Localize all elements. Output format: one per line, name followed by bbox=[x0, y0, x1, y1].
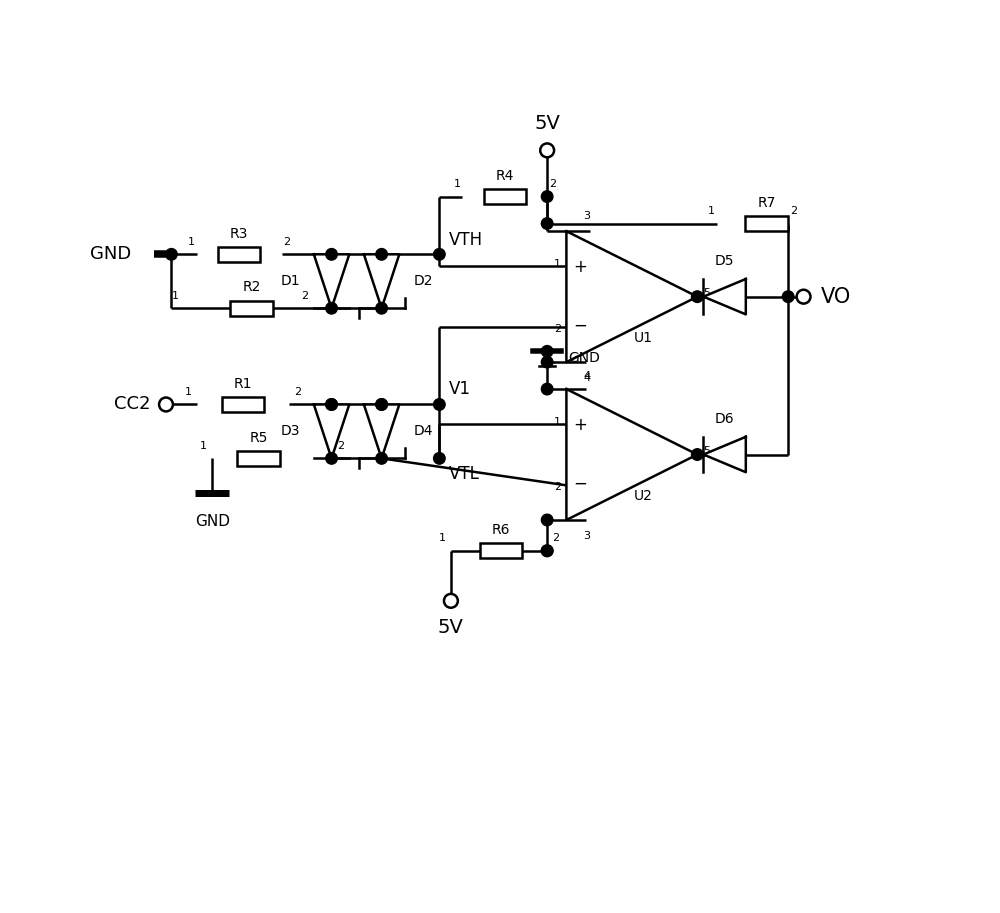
Text: R5: R5 bbox=[249, 431, 268, 445]
Circle shape bbox=[541, 545, 553, 557]
Text: V1: V1 bbox=[449, 381, 471, 398]
Text: −: − bbox=[573, 475, 587, 493]
Text: U2: U2 bbox=[634, 489, 653, 503]
Text: 1: 1 bbox=[454, 179, 461, 189]
Text: 5: 5 bbox=[703, 288, 710, 298]
Bar bbox=[237, 451, 280, 466]
Circle shape bbox=[376, 302, 387, 314]
Text: 1: 1 bbox=[172, 291, 179, 301]
Text: D2: D2 bbox=[413, 274, 433, 289]
Circle shape bbox=[434, 453, 445, 464]
Circle shape bbox=[540, 143, 554, 157]
Circle shape bbox=[541, 217, 553, 229]
Text: R7: R7 bbox=[757, 195, 776, 210]
Circle shape bbox=[326, 399, 337, 410]
Text: D4: D4 bbox=[413, 425, 433, 438]
Text: 2: 2 bbox=[337, 441, 344, 451]
Text: 5: 5 bbox=[703, 446, 710, 456]
Text: CC2: CC2 bbox=[114, 395, 151, 414]
Text: VTL: VTL bbox=[449, 465, 479, 483]
Circle shape bbox=[376, 453, 387, 464]
Text: 1: 1 bbox=[554, 259, 561, 269]
Circle shape bbox=[797, 289, 810, 304]
Text: R4: R4 bbox=[496, 169, 514, 183]
Polygon shape bbox=[566, 389, 697, 520]
Text: D1: D1 bbox=[280, 274, 300, 289]
Text: D5: D5 bbox=[715, 254, 734, 268]
Polygon shape bbox=[314, 255, 349, 309]
Circle shape bbox=[326, 453, 337, 464]
Text: 1: 1 bbox=[439, 533, 446, 543]
Circle shape bbox=[541, 191, 553, 203]
Text: GND: GND bbox=[195, 514, 230, 529]
Polygon shape bbox=[566, 231, 697, 362]
Text: R2: R2 bbox=[242, 280, 261, 294]
Circle shape bbox=[434, 248, 445, 260]
Circle shape bbox=[541, 356, 553, 368]
Circle shape bbox=[376, 399, 387, 410]
Text: VTH: VTH bbox=[449, 231, 483, 249]
Text: 4: 4 bbox=[583, 372, 590, 382]
Text: 2: 2 bbox=[790, 206, 797, 216]
Text: R3: R3 bbox=[230, 226, 248, 240]
Circle shape bbox=[376, 248, 387, 260]
Text: +: + bbox=[573, 416, 587, 434]
Text: R1: R1 bbox=[234, 377, 252, 391]
Circle shape bbox=[326, 399, 337, 410]
Bar bbox=[230, 300, 273, 316]
Circle shape bbox=[541, 545, 553, 557]
Text: 3: 3 bbox=[583, 211, 590, 221]
Text: 2: 2 bbox=[554, 324, 561, 334]
Text: GND: GND bbox=[90, 246, 131, 263]
Circle shape bbox=[166, 248, 177, 260]
Text: 2: 2 bbox=[553, 533, 560, 543]
Circle shape bbox=[434, 399, 445, 410]
Circle shape bbox=[326, 302, 337, 314]
Circle shape bbox=[541, 514, 553, 526]
Text: 3: 3 bbox=[583, 530, 590, 540]
Text: 4: 4 bbox=[583, 373, 590, 383]
Polygon shape bbox=[703, 436, 746, 472]
Text: 2: 2 bbox=[295, 387, 302, 397]
Bar bbox=[222, 397, 264, 412]
Circle shape bbox=[782, 291, 794, 302]
Text: 1: 1 bbox=[200, 441, 207, 451]
Circle shape bbox=[692, 291, 703, 302]
Text: U1: U1 bbox=[634, 331, 653, 345]
Text: GND: GND bbox=[568, 352, 600, 365]
Text: 1: 1 bbox=[188, 237, 195, 247]
Text: D3: D3 bbox=[280, 425, 300, 438]
Text: −: − bbox=[573, 317, 587, 335]
Circle shape bbox=[159, 397, 173, 412]
Text: +: + bbox=[573, 258, 587, 277]
Bar bbox=[484, 189, 526, 205]
Text: 2: 2 bbox=[283, 237, 290, 247]
Text: 5V: 5V bbox=[438, 618, 464, 636]
Polygon shape bbox=[364, 404, 399, 458]
Circle shape bbox=[376, 399, 387, 410]
Text: 1: 1 bbox=[554, 417, 561, 426]
Text: 2: 2 bbox=[554, 482, 561, 492]
Text: D6: D6 bbox=[715, 412, 734, 426]
Circle shape bbox=[444, 593, 458, 608]
Bar bbox=[480, 543, 522, 559]
Polygon shape bbox=[364, 255, 399, 309]
Text: 1: 1 bbox=[708, 206, 715, 216]
Text: 1: 1 bbox=[184, 387, 191, 397]
Circle shape bbox=[692, 449, 703, 460]
Text: 2: 2 bbox=[549, 179, 556, 189]
Text: VO: VO bbox=[821, 287, 851, 307]
Bar bbox=[745, 215, 788, 231]
Text: 2: 2 bbox=[301, 291, 308, 301]
Text: R6: R6 bbox=[492, 523, 510, 537]
Polygon shape bbox=[703, 279, 746, 314]
Circle shape bbox=[326, 248, 337, 260]
Text: 5V: 5V bbox=[534, 114, 560, 133]
Circle shape bbox=[541, 345, 553, 357]
Circle shape bbox=[541, 383, 553, 394]
Bar bbox=[218, 247, 260, 262]
Polygon shape bbox=[314, 404, 349, 458]
